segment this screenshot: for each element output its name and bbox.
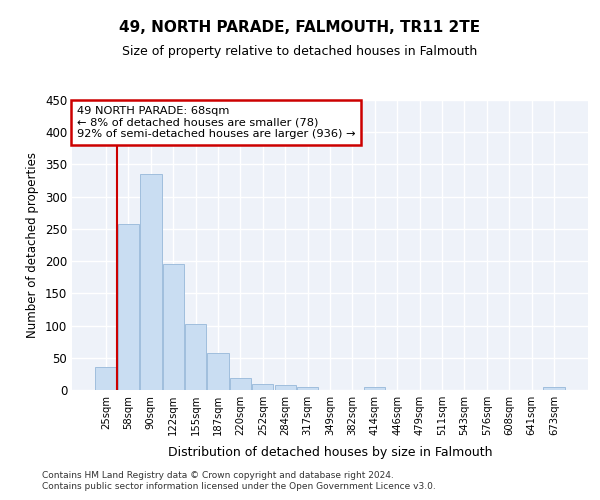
Text: 49 NORTH PARADE: 68sqm
← 8% of detached houses are smaller (78)
92% of semi-deta: 49 NORTH PARADE: 68sqm ← 8% of detached … <box>77 106 356 139</box>
Bar <box>252 384 274 390</box>
Text: Size of property relative to detached houses in Falmouth: Size of property relative to detached ho… <box>122 45 478 58</box>
Y-axis label: Number of detached properties: Number of detached properties <box>26 152 40 338</box>
Bar <box>543 388 565 390</box>
Bar <box>297 388 318 390</box>
X-axis label: Distribution of detached houses by size in Falmouth: Distribution of detached houses by size … <box>168 446 492 460</box>
Bar <box>208 354 229 390</box>
Text: Contains HM Land Registry data © Crown copyright and database right 2024.: Contains HM Land Registry data © Crown c… <box>42 470 394 480</box>
Text: Contains public sector information licensed under the Open Government Licence v3: Contains public sector information licen… <box>42 482 436 491</box>
Bar <box>275 386 296 390</box>
Bar <box>230 378 251 390</box>
Bar <box>163 264 184 390</box>
Bar <box>95 368 117 390</box>
Bar <box>364 388 385 390</box>
Text: 49, NORTH PARADE, FALMOUTH, TR11 2TE: 49, NORTH PARADE, FALMOUTH, TR11 2TE <box>119 20 481 35</box>
Bar <box>185 324 206 390</box>
Bar <box>140 174 161 390</box>
Bar <box>118 224 139 390</box>
